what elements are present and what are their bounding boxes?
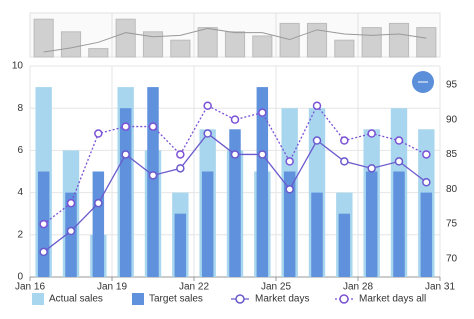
bar (311, 192, 323, 277)
marker (394, 136, 404, 145)
y-tick-label: 8 (17, 103, 23, 114)
y2-tick-label: 70 (446, 254, 458, 265)
marker (367, 164, 376, 173)
y2-tick-label: 95 (446, 79, 458, 90)
legend-marker (235, 294, 245, 304)
marker (121, 150, 130, 159)
legend-swatch (32, 293, 44, 305)
y2-tick-label: 80 (446, 184, 458, 195)
y-tick-label: 10 (12, 61, 24, 72)
marker (39, 219, 48, 229)
x-tick-label: Jan 25 (261, 282, 291, 293)
legend-label: Market days (255, 294, 309, 305)
bar (283, 171, 296, 277)
y-tick-label: 2 (17, 229, 23, 240)
legend-label: Target sales (149, 294, 203, 305)
bar (92, 171, 105, 277)
bar (147, 87, 159, 277)
y-tick-label: 6 (17, 145, 23, 156)
x-tick-label: Jan 19 (97, 282, 127, 293)
marker (39, 247, 48, 257)
marker (94, 129, 103, 138)
legend-marker (339, 294, 349, 304)
marker (340, 136, 349, 145)
navigator-bar (170, 39, 191, 58)
marker (258, 108, 267, 117)
marker (203, 129, 212, 138)
navigator-bar (361, 27, 382, 58)
bar (420, 192, 433, 277)
navigator-bar (142, 31, 164, 58)
navigator-bar (115, 18, 136, 58)
marker (66, 226, 76, 236)
navigator-bar (388, 22, 410, 58)
marker (285, 185, 294, 194)
legend-label: Market days all (359, 294, 426, 305)
x-tick-label: Jan 16 (15, 282, 45, 293)
x-tick-label: Jan 31 (425, 282, 455, 293)
marker (340, 157, 349, 166)
bar (174, 213, 187, 277)
legend-swatch (132, 293, 144, 305)
marker (66, 198, 76, 208)
marker (422, 178, 431, 187)
marker (394, 157, 404, 166)
y-tick-label: 0 (17, 272, 23, 283)
marker (422, 150, 431, 159)
bar (201, 171, 214, 277)
marker (312, 101, 322, 110)
navigator-bar (88, 48, 109, 58)
y2-tick-label: 90 (446, 114, 458, 125)
marker (121, 122, 130, 131)
navigator-line (43, 27, 427, 53)
marker (230, 150, 240, 159)
marker (148, 122, 158, 131)
navigator-bar (33, 18, 54, 58)
marker (367, 129, 376, 138)
bar (256, 87, 269, 277)
marker (176, 164, 185, 173)
navigator-bar (416, 27, 437, 58)
legend-label: Actual sales (49, 294, 103, 305)
x-tick-label: Jan 28 (343, 282, 373, 293)
bar (119, 108, 132, 277)
bar (393, 171, 405, 277)
bar (365, 171, 378, 277)
y-tick-label: 4 (17, 187, 23, 198)
marker (285, 157, 294, 166)
navigator-bar (306, 22, 328, 58)
navigator-bar (279, 22, 300, 58)
marker (176, 150, 185, 159)
x-tick-label: Jan 22 (179, 282, 209, 293)
navigator-bar (252, 35, 273, 58)
bar (229, 129, 241, 277)
y2-tick-label: 85 (446, 149, 458, 160)
navigator-bar (60, 31, 82, 58)
marker (312, 136, 322, 145)
marker (148, 171, 158, 180)
y2-tick-label: 75 (446, 219, 458, 230)
marker (230, 115, 240, 124)
navigator-bar (334, 39, 355, 58)
marker (203, 101, 212, 110)
navigator-bar (224, 31, 246, 58)
marker (258, 150, 267, 159)
navigator-bar (197, 27, 218, 58)
bar (338, 213, 351, 277)
marker (94, 198, 103, 208)
